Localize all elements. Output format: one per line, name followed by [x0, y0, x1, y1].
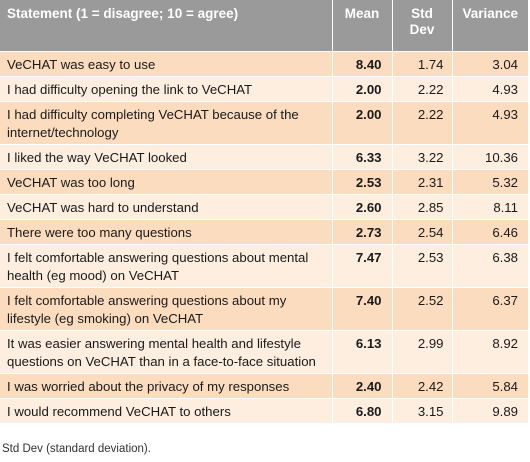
statement-cell: There were too many questions [0, 219, 333, 245]
table-row: I liked the way VeCHAT looked 6.33 3.22 … [0, 144, 528, 170]
mean-cell: 2.40 [332, 373, 393, 399]
statement-cell: I was worried about the privacy of my re… [0, 373, 333, 399]
mean-cell: 2.53 [332, 169, 393, 195]
std-dev-cell: 2.22 [392, 101, 453, 145]
std-dev-cell: 1.74 [392, 51, 453, 77]
mean-cell: 6.13 [332, 330, 393, 374]
mean-cell: 2.73 [332, 219, 393, 245]
mean-cell: 6.33 [332, 144, 393, 170]
std-dev-cell: 2.22 [392, 76, 453, 102]
mean-cell: 8.40 [332, 51, 393, 77]
statement-cell: I had difficulty opening the link to VeC… [0, 76, 333, 102]
variance-cell: 6.37 [452, 287, 528, 331]
variance-cell: 8.92 [452, 330, 528, 374]
table-row: I had difficulty opening the link to VeC… [0, 76, 528, 102]
variance-cell: 4.93 [452, 101, 528, 145]
statement-cell: It was easier answering mental health an… [0, 330, 333, 374]
std-dev-cell: 3.15 [392, 398, 453, 423]
table-row: VeCHAT was too long 2.53 2.31 5.32 [0, 169, 528, 195]
variance-cell: 3.04 [452, 51, 528, 77]
mean-cell: 7.47 [332, 244, 393, 288]
table-row: I was worried about the privacy of my re… [0, 373, 528, 399]
variance-cell: 6.38 [452, 244, 528, 288]
header-std-dev: Std Dev [392, 0, 453, 52]
table-row: VeCHAT was easy to use 8.40 1.74 3.04 [0, 51, 528, 77]
std-dev-cell: 2.31 [392, 169, 453, 195]
statement-cell: VeCHAT was easy to use [0, 51, 333, 77]
variance-cell: 4.93 [452, 76, 528, 102]
statement-cell: I liked the way VeCHAT looked [0, 144, 333, 170]
table-body: VeCHAT was easy to use 8.40 1.74 3.04 I … [0, 51, 528, 423]
mean-cell: 2.00 [332, 101, 393, 145]
table-row: There were too many questions 2.73 2.54 … [0, 219, 528, 245]
statement-cell: I felt comfortable answering questions a… [0, 244, 333, 288]
std-dev-cell: 3.22 [392, 144, 453, 170]
table-row: I felt comfortable answering questions a… [0, 244, 528, 288]
survey-results-table: Statement (1 = disagree; 10 = agree) Mea… [0, 0, 528, 423]
std-dev-cell: 2.54 [392, 219, 453, 245]
mean-cell: 2.00 [332, 76, 393, 102]
table-footnote: Std Dev (standard deviation). [2, 443, 151, 455]
statement-cell: I felt comfortable answering questions a… [0, 287, 333, 331]
variance-cell: 10.36 [452, 144, 528, 170]
statement-cell: VeCHAT was too long [0, 169, 333, 195]
table-row: I felt comfortable answering questions a… [0, 287, 528, 331]
header-variance: Variance [452, 0, 528, 52]
statement-cell: I would recommend VeCHAT to others [0, 398, 333, 423]
table-row: It was easier answering mental health an… [0, 330, 528, 374]
variance-cell: 5.32 [452, 169, 528, 195]
std-dev-cell: 2.85 [392, 194, 453, 220]
table-row: I would recommend VeCHAT to others 6.80 … [0, 398, 528, 423]
header-mean: Mean [332, 0, 393, 52]
std-dev-cell: 2.53 [392, 244, 453, 288]
variance-cell: 6.46 [452, 219, 528, 245]
statement-cell: VeCHAT was hard to understand [0, 194, 333, 220]
header-row: Statement (1 = disagree; 10 = agree) Mea… [0, 0, 528, 52]
variance-cell: 8.11 [452, 194, 528, 220]
variance-cell: 9.89 [452, 398, 528, 423]
statement-cell: I had difficulty completing VeCHAT becau… [0, 101, 333, 145]
std-dev-cell: 2.42 [392, 373, 453, 399]
variance-cell: 5.84 [452, 373, 528, 399]
mean-cell: 2.60 [332, 194, 393, 220]
header-statement: Statement (1 = disagree; 10 = agree) [0, 0, 333, 52]
std-dev-cell: 2.99 [392, 330, 453, 374]
mean-cell: 6.80 [332, 398, 393, 423]
table-row: VeCHAT was hard to understand 2.60 2.85 … [0, 194, 528, 220]
mean-cell: 7.40 [332, 287, 393, 331]
table-header: Statement (1 = disagree; 10 = agree) Mea… [0, 0, 528, 52]
table-row: I had difficulty completing VeCHAT becau… [0, 101, 528, 145]
std-dev-cell: 2.52 [392, 287, 453, 331]
